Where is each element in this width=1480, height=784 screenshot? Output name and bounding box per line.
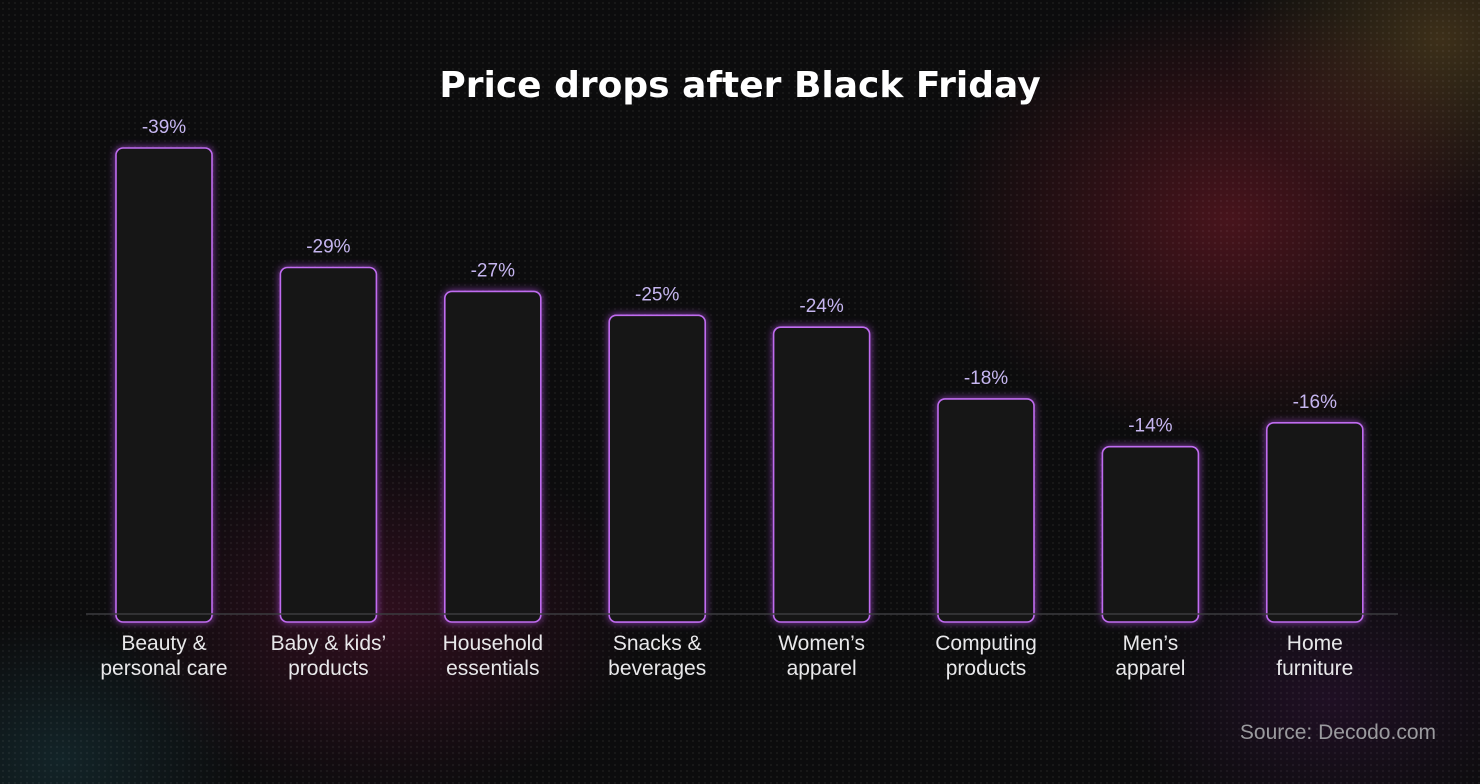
x-tick-label-line: Beauty & xyxy=(121,632,206,655)
bar-value-label: -16% xyxy=(1293,392,1337,413)
bar xyxy=(772,326,871,623)
x-tick-label: Snacks & beverages xyxy=(608,632,706,680)
x-tick-label-line: Household xyxy=(443,632,543,655)
bars-group: -39% -29% -27% -25% -24% -18% -14% -16% xyxy=(115,117,1364,623)
x-tick-label: Household essentials xyxy=(443,632,543,680)
x-tick-label: Women’s apparel xyxy=(778,632,865,680)
bar-value-label: -25% xyxy=(635,284,679,305)
bar xyxy=(115,147,213,623)
x-tick-label-line: products xyxy=(288,657,369,680)
x-tick-label-line: Snacks & xyxy=(613,632,702,655)
bar-value-label: -27% xyxy=(471,260,515,281)
x-tick-label-line: personal care xyxy=(100,657,227,680)
bar-value-label: -29% xyxy=(306,237,350,258)
x-tick-label-line: Baby & kids’ xyxy=(271,632,387,655)
bar xyxy=(279,266,378,623)
bar-value-label: -24% xyxy=(799,296,843,317)
source-note: Source: Decodo.com xyxy=(1240,721,1436,744)
chart-title: Price drops after Black Friday xyxy=(439,65,1040,106)
x-tick-label-line: apparel xyxy=(1115,657,1185,680)
x-tick-label-line: essentials xyxy=(446,657,539,680)
x-tick-label: Computing products xyxy=(935,632,1037,680)
x-tick-label: Home furniture xyxy=(1276,632,1353,680)
bar xyxy=(1101,445,1200,623)
x-tick-label-line: furniture xyxy=(1276,657,1353,680)
bar-value-label: -14% xyxy=(1128,416,1172,437)
x-tick-label-line: Women’s xyxy=(778,632,865,655)
bar-value-label: -18% xyxy=(964,368,1008,389)
bar-value-label: -39% xyxy=(142,117,186,138)
x-tick-label-line: Home xyxy=(1287,632,1343,655)
x-tick-label-line: Computing xyxy=(935,632,1037,655)
x-tick-label-line: beverages xyxy=(608,657,706,680)
x-tick-label-line: Men’s xyxy=(1123,632,1179,655)
bar xyxy=(1266,421,1364,623)
x-tick-label: Men’s apparel xyxy=(1115,632,1185,680)
bar xyxy=(937,398,1035,623)
bar xyxy=(608,314,707,623)
bar xyxy=(443,290,542,623)
x-tick-label-line: apparel xyxy=(787,657,857,680)
x-tick-label: Beauty & personal care xyxy=(100,632,227,680)
x-tick-label-line: products xyxy=(946,657,1027,680)
x-tick-label: Baby & kids’ products xyxy=(271,632,387,680)
